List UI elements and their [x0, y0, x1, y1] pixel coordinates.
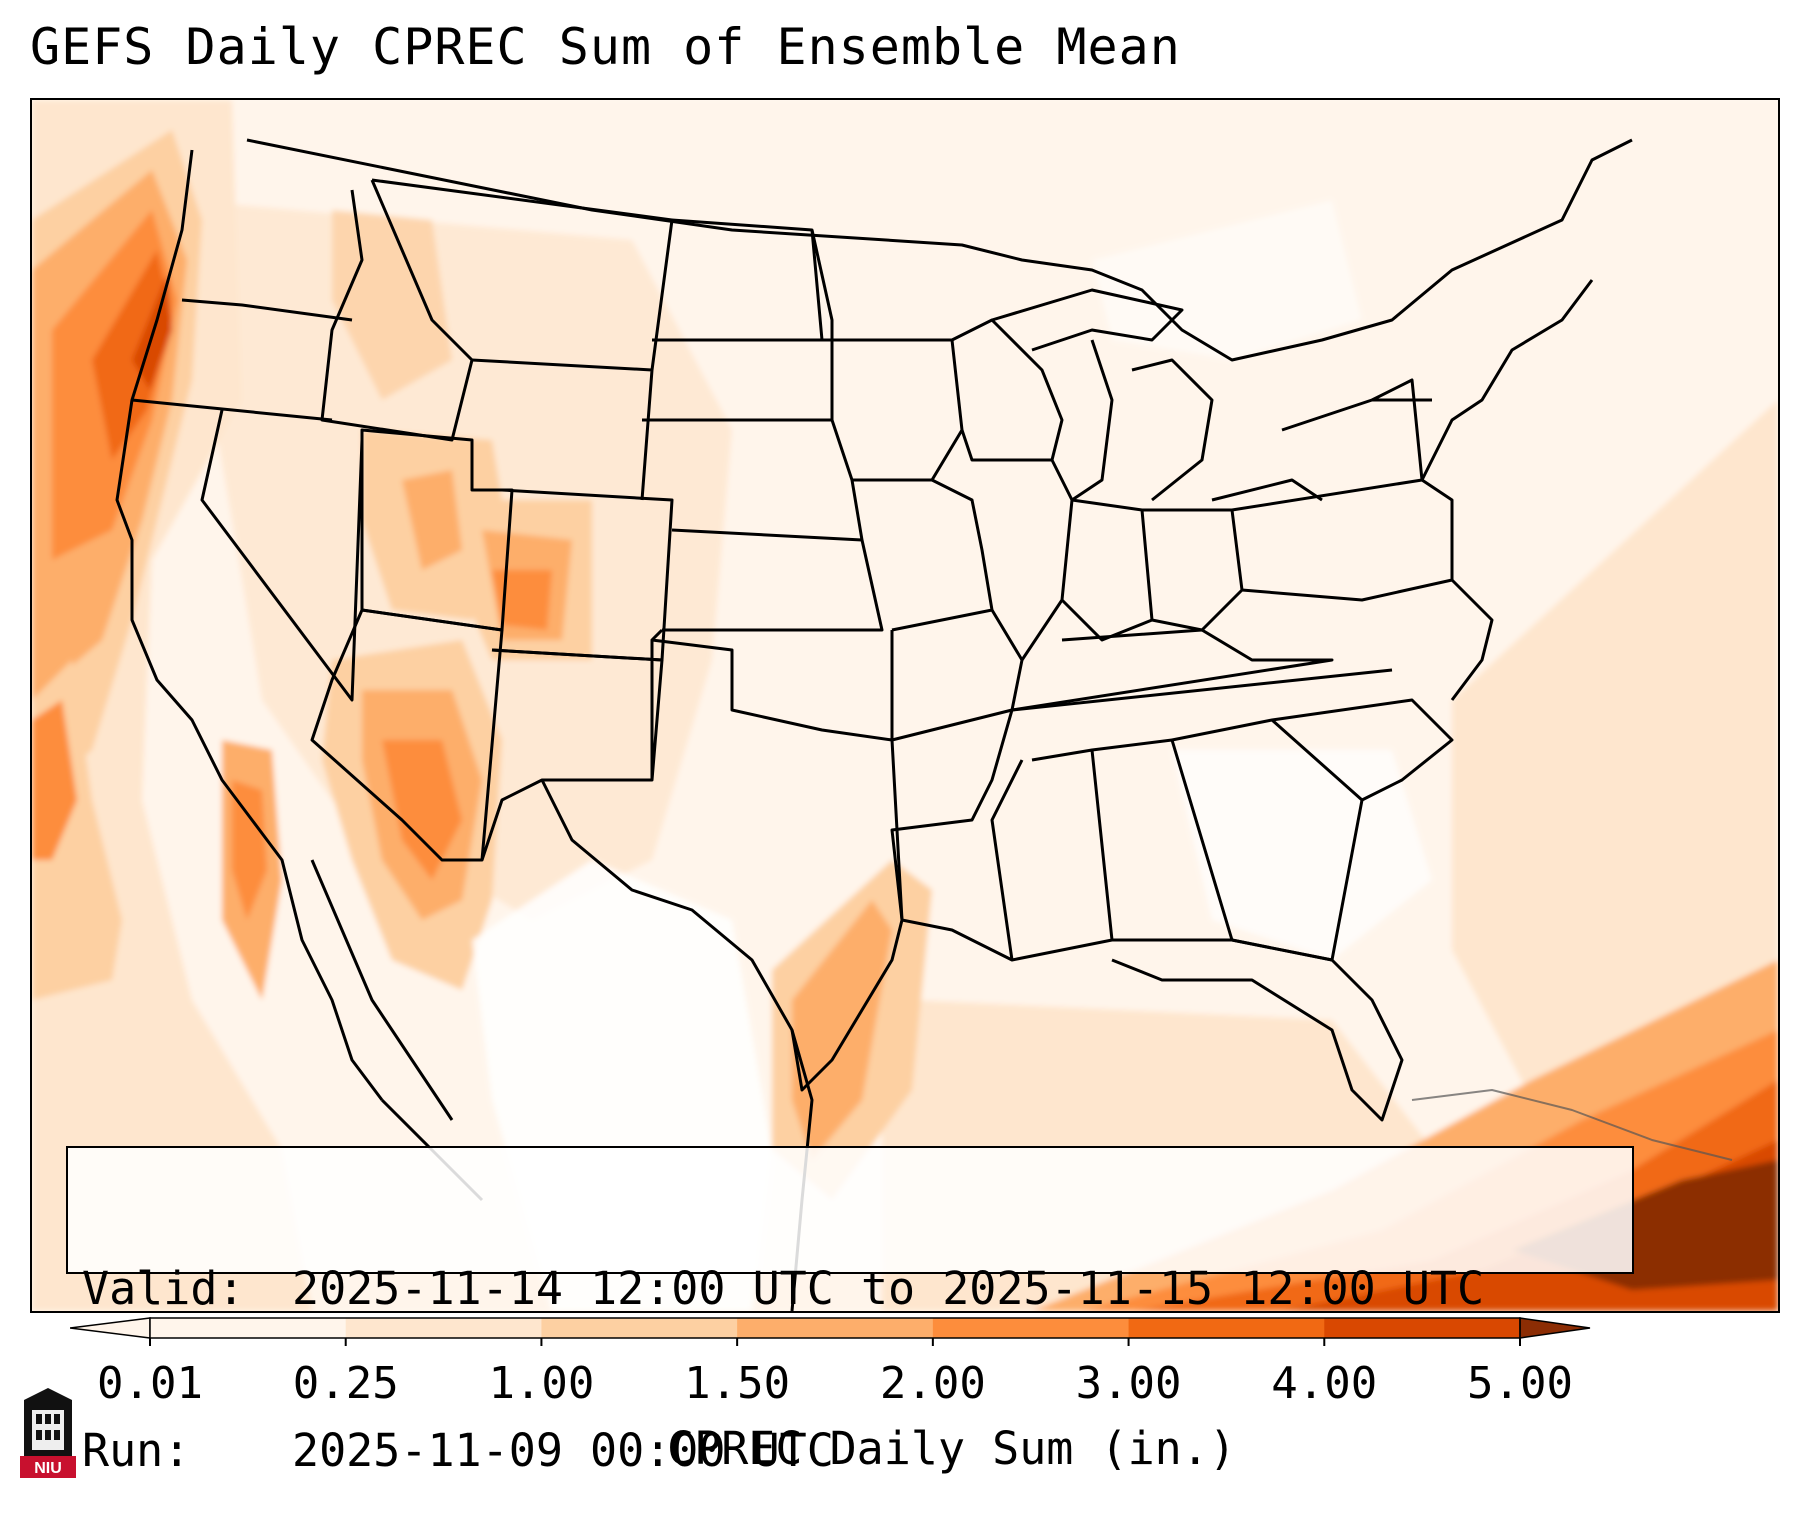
colorbar-segment — [932, 1318, 1130, 1338]
colorbar-tick-label: 2.00 — [879, 1358, 986, 1409]
colorbar-tick-label: 0.01 — [97, 1358, 203, 1409]
map-frame — [30, 98, 1780, 1313]
run-line: Run: 2025-11-09 00:00 UTC — [82, 1424, 1618, 1478]
colorbar-segment — [150, 1318, 347, 1338]
valid-label: Valid: — [82, 1262, 245, 1315]
valid-line: Valid: 2025-11-14 12:00 UTC to 2025-11-15… — [82, 1262, 1618, 1316]
run-value: 2025-11-09 00:00 UTC — [292, 1424, 834, 1477]
colorbar-segment — [345, 1318, 542, 1338]
precip-region-atlantic — [1452, 400, 1778, 1150]
colorbar-segment — [1324, 1318, 1521, 1338]
colorbar — [70, 1314, 1740, 1346]
colorbar-tick-label: 4.00 — [1271, 1358, 1378, 1409]
niu-logo-text: NIU — [34, 1460, 62, 1477]
colorbar-svg — [70, 1317, 1591, 1346]
info-box: Valid: 2025-11-14 12:00 UTC to 2025-11-15… — [66, 1146, 1634, 1477]
niu-tower-icon: NIU — [20, 1386, 76, 1478]
colorbar-segment — [737, 1318, 934, 1338]
colorbar-label: CPREC Daily Sum (in.) — [667, 1422, 1236, 1475]
colorbar-segment — [1128, 1318, 1325, 1338]
colorbar-segment — [541, 1318, 738, 1338]
colorbar-outline — [149, 1317, 1521, 1339]
colorbar-tick-label: 3.00 — [1075, 1358, 1182, 1409]
colorbar-tick-label: 1.00 — [488, 1358, 595, 1409]
run-label: Run: — [82, 1424, 191, 1477]
colorbar-extend-min — [70, 1317, 151, 1339]
colorbar-tick-label: 0.25 — [292, 1358, 399, 1409]
state-boundaries — [115, 138, 1733, 1311]
colorbar-extend-max — [1519, 1317, 1591, 1339]
colorbar-tick-label: 1.50 — [684, 1358, 791, 1409]
colorbar-tick-label: 5.00 — [1467, 1358, 1573, 1409]
valid-value: 2025-11-14 12:00 UTC to 2025-11-15 12:00… — [292, 1262, 1485, 1315]
chart-title: GEFS Daily CPREC Sum of Ensemble Mean — [30, 18, 1181, 76]
precip-map — [32, 100, 1778, 1311]
